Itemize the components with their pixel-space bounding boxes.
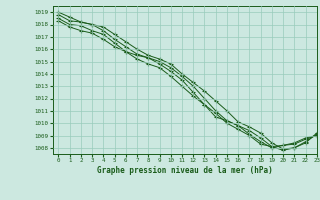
X-axis label: Graphe pression niveau de la mer (hPa): Graphe pression niveau de la mer (hPa) [97, 166, 273, 175]
